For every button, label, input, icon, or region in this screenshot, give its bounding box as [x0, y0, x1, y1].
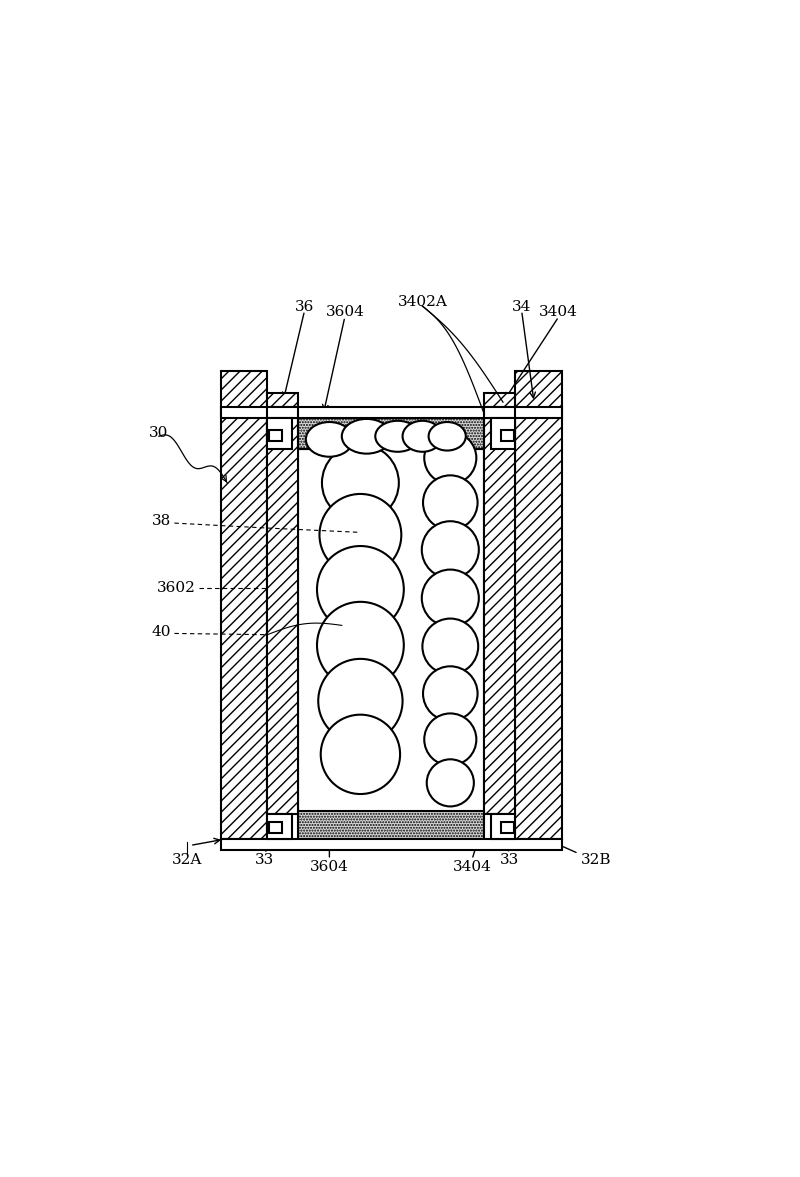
- Bar: [221, 371, 267, 839]
- Text: 33: 33: [499, 853, 519, 866]
- Ellipse shape: [402, 421, 442, 452]
- Bar: [221, 406, 562, 418]
- Ellipse shape: [375, 421, 420, 452]
- Text: 32B: 32B: [581, 853, 611, 866]
- Ellipse shape: [306, 423, 353, 457]
- Text: 32A: 32A: [172, 853, 202, 866]
- Bar: [485, 406, 515, 418]
- Bar: [485, 393, 515, 814]
- Ellipse shape: [426, 759, 474, 806]
- Text: 3404: 3404: [453, 860, 491, 875]
- Ellipse shape: [342, 419, 391, 453]
- Ellipse shape: [321, 714, 400, 794]
- Text: 36: 36: [295, 300, 314, 314]
- Bar: [490, 814, 515, 839]
- Text: 34: 34: [512, 300, 531, 314]
- Bar: [267, 814, 292, 839]
- Ellipse shape: [423, 476, 478, 530]
- Ellipse shape: [317, 601, 404, 689]
- Ellipse shape: [422, 570, 479, 626]
- Bar: [270, 430, 282, 441]
- Bar: [298, 448, 485, 814]
- Ellipse shape: [424, 713, 476, 765]
- Bar: [298, 811, 485, 839]
- Text: 3602: 3602: [158, 581, 196, 596]
- Bar: [501, 430, 514, 441]
- Ellipse shape: [424, 432, 476, 484]
- Bar: [490, 418, 515, 448]
- Text: 3604: 3604: [326, 305, 364, 319]
- Bar: [267, 418, 292, 448]
- Bar: [221, 839, 562, 850]
- Ellipse shape: [429, 423, 466, 451]
- Bar: [515, 371, 562, 839]
- Text: 38: 38: [152, 514, 171, 528]
- Text: 30: 30: [150, 426, 169, 440]
- Ellipse shape: [317, 546, 404, 633]
- Text: 3604: 3604: [310, 860, 349, 875]
- Bar: [298, 418, 485, 448]
- Text: 3404: 3404: [539, 305, 578, 319]
- Bar: [501, 822, 514, 833]
- Bar: [267, 393, 298, 814]
- Text: 3402A: 3402A: [398, 294, 447, 308]
- Ellipse shape: [422, 521, 479, 578]
- Ellipse shape: [319, 494, 402, 576]
- Ellipse shape: [423, 666, 478, 720]
- Bar: [267, 406, 298, 418]
- Text: 33: 33: [254, 853, 274, 866]
- Ellipse shape: [322, 445, 399, 521]
- Ellipse shape: [422, 619, 478, 674]
- Bar: [270, 822, 282, 833]
- Ellipse shape: [318, 659, 402, 743]
- Text: 40: 40: [152, 625, 171, 639]
